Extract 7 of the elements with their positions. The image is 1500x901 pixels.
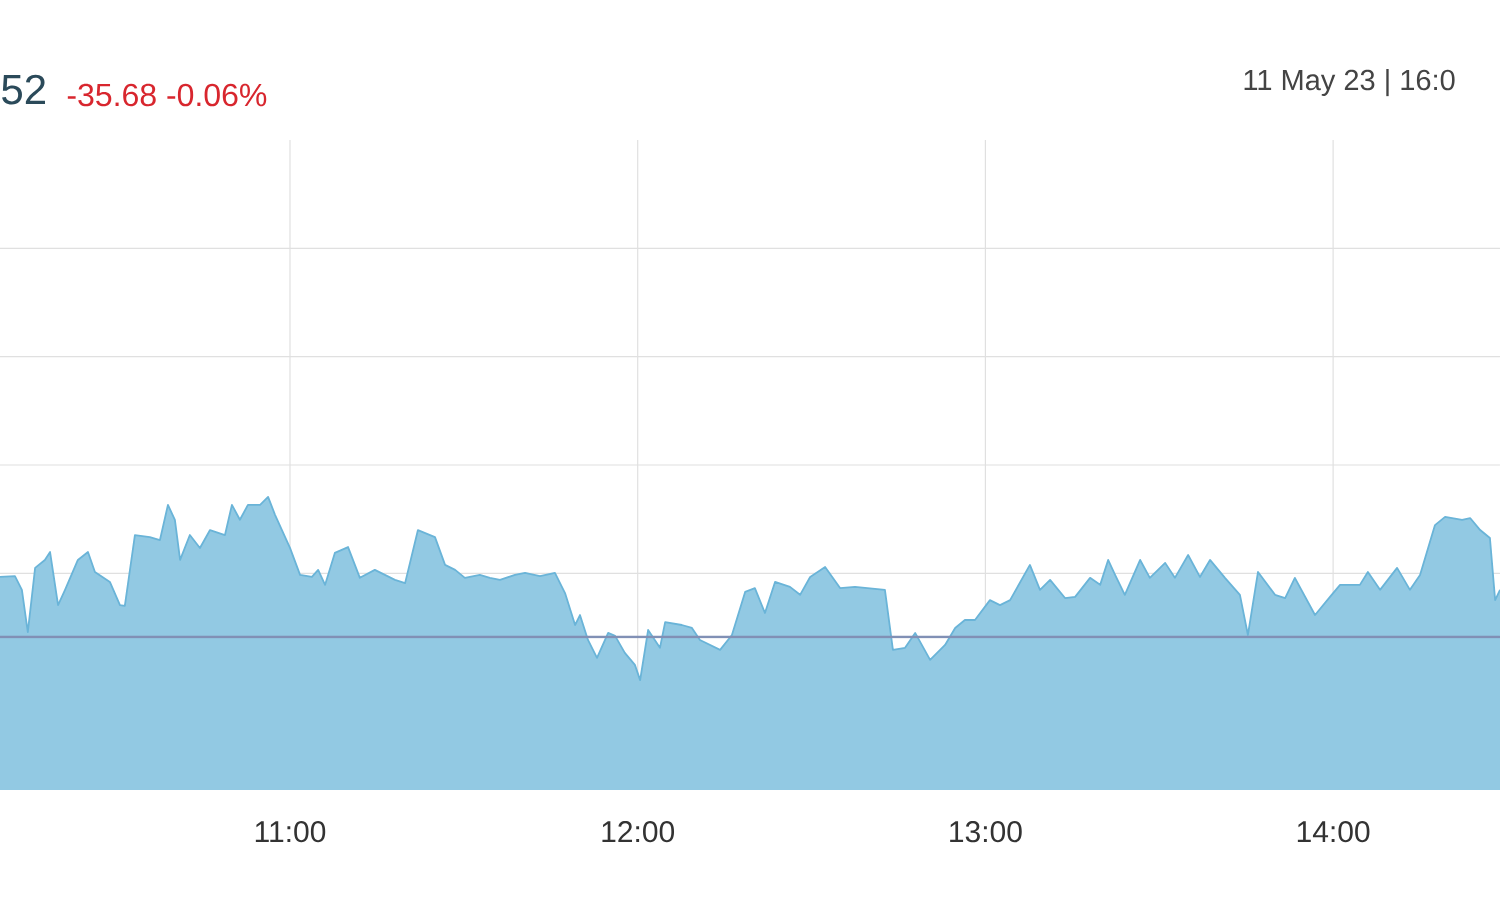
x-tick-label: 12:00 [602,821,675,843]
x-tick-label: 11:00 [255,821,326,843]
x-tick-label: 13:00 [950,821,1022,843]
x-tick-label: 14:00 [1297,821,1370,843]
text: 52 [2,74,45,105]
text: 11 May 23 | 16:0 [1244,68,1455,97]
text: -35.68 -0.06% [67,83,267,107]
